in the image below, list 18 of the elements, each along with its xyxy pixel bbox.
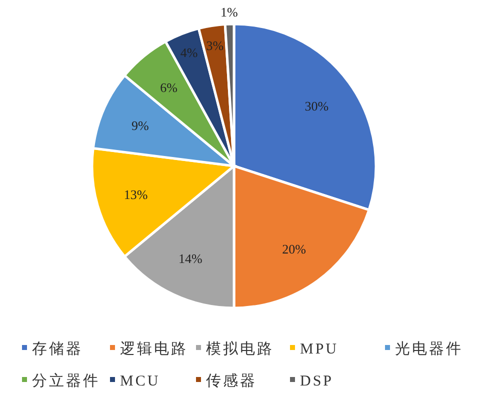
data-label: 20% — [282, 241, 306, 256]
legend-label: 逻辑电路 — [120, 340, 188, 358]
data-label: 1% — [220, 4, 238, 20]
data-label: 9% — [131, 118, 149, 133]
data-label: 6% — [160, 80, 178, 95]
legend-label: MCU — [120, 373, 160, 390]
data-label: 30% — [304, 98, 329, 114]
legend-label: MPU — [300, 341, 339, 358]
legend-label: 光电器件 — [395, 340, 463, 358]
data-label: 13% — [124, 187, 148, 202]
data-label: 4% — [180, 45, 198, 60]
legend-label: 传感器 — [206, 372, 257, 390]
data-label: 14% — [178, 251, 203, 266]
data-label: 3% — [206, 38, 224, 53]
legend-label: 存储器 — [32, 340, 83, 358]
legend-label: DSP — [300, 373, 334, 390]
legend-label: 分立器件 — [32, 372, 100, 390]
legend-label: 模拟电路 — [206, 340, 274, 358]
